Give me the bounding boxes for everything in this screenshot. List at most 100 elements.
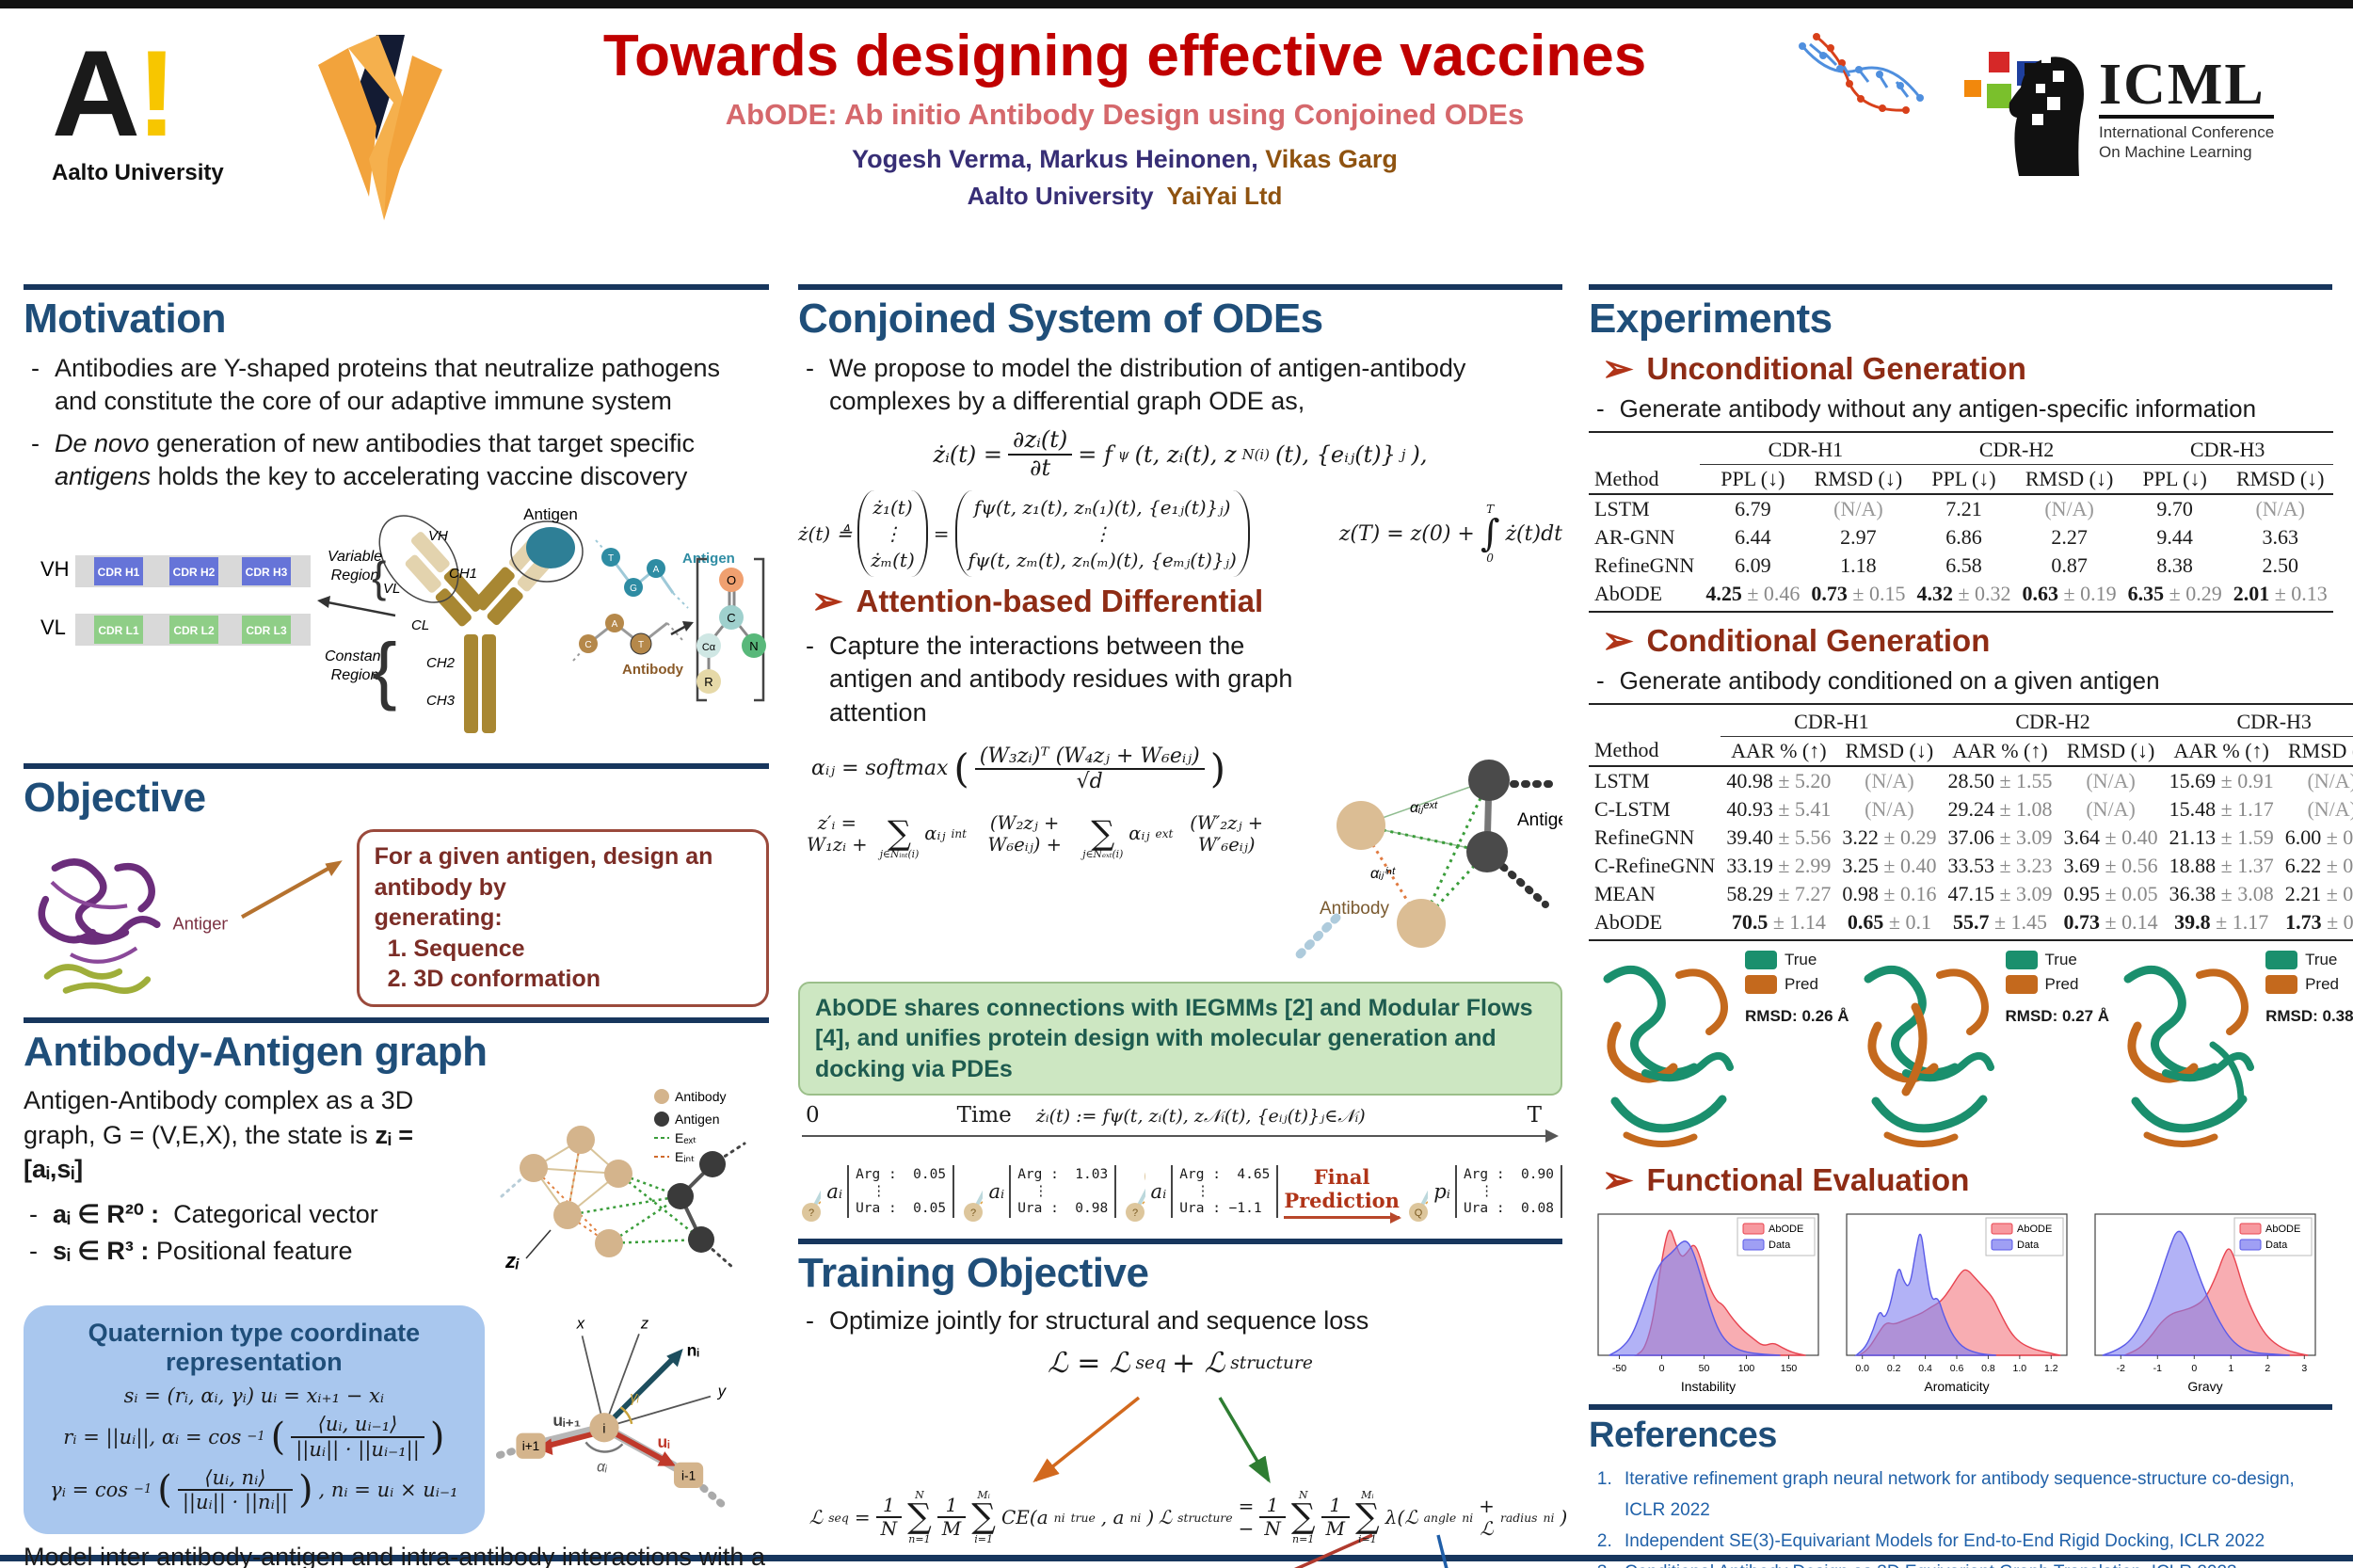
value-cell: 21.13 ± 1.59	[2169, 824, 2274, 849]
coordinate-frame-figure: x z y nᵢ uᵢ₊₁ uᵢ γᵢ αᵢ i+1	[495, 1315, 727, 1510]
aag-model-text: Model inter antibody-antigen and intra-a…	[24, 1542, 765, 1568]
poster-subtitle: AbODE: Ab initio Antibody Design using C…	[725, 98, 1525, 132]
value-cell: 29.24 ± 1.08	[1947, 796, 2053, 821]
conditional-results-table: CDR-H1 CDR-H2 CDR-H3 Method AAR % (↑) RMSD (↓…	[1589, 702, 2353, 941]
svg-text:{: {	[372, 628, 397, 712]
x-axis-label: Gravy	[2187, 1379, 2222, 1394]
aalto-logo: A! Aalto University	[52, 32, 224, 186]
state-graph-drawing: ?????	[964, 1174, 984, 1223]
table-row: AbODE 70.5 ± 1.14 0.65 ± 0.1 55.7 ± 1.45 0.7…	[1589, 907, 2353, 941]
icml-subtitle: International Conference On Machine Learn…	[2099, 123, 2275, 162]
kde-chart-instability: -50 0 50 100 150 Instability AbODE Data	[1597, 1212, 1819, 1394]
value-cell: 6.79	[1735, 496, 1771, 520]
method-cell: C-LSTM	[1594, 796, 1671, 821]
odes-bullet: - We propose to model the distribution of…	[806, 354, 1466, 416]
ode-equation-1: żᵢ(t) = ∂zᵢ(t) ∂t = f ψ (t, zᵢ(t), z N(i) (t)…	[933, 426, 1428, 481]
motivation-bullet-1: - Antibodies are Y-shaped proteins that n…	[31, 354, 721, 416]
aalto-mark: A!	[52, 32, 224, 154]
value-cell: 3.22 ± 0.29	[1842, 824, 1937, 849]
value-cell: (N/A)	[1865, 768, 1914, 792]
method-cell: C-RefineGNN	[1594, 853, 1716, 877]
state-vector: aᵢ Arg : 0.05 ⋮ Ura : 0.05	[826, 1164, 955, 1219]
training-bullet: - Optimize jointly for structural and seq…	[806, 1306, 1369, 1336]
rmsd-label: RMSD: 0.26 Å	[1745, 1006, 1849, 1025]
svg-text:C: C	[584, 640, 591, 650]
value-cell: 3.69 ± 0.56	[2063, 853, 2158, 877]
table-col-header: AAR % (↑)	[1942, 736, 2058, 767]
icml-title: ICML	[2099, 56, 2275, 120]
objective-arrow	[240, 860, 343, 920]
chart-legend: AbODE Data	[1737, 1217, 1816, 1256]
table-col-header: AAR % (↑)	[2163, 736, 2280, 767]
quaternion-eq-2: rᵢ = ||uᵢ||, αᵢ = cos −1(⟨uᵢ, uᵢ₋₁⟩ ||uᵢ||…	[63, 1413, 445, 1461]
method-cell: AR-GNN	[1594, 524, 1675, 549]
svg-text:uᵢ₊₁: uᵢ₊₁	[552, 1411, 581, 1430]
references-list: Iterative refinement graph neural networ…	[1617, 1464, 2332, 1568]
value-cell: 8.38	[2156, 552, 2193, 577]
protein-legend: True Pred RMSD: 0.26 Å	[1745, 950, 1849, 1025]
dna-icon	[1793, 27, 1934, 126]
value-cell: 6.00 ± 0.55	[2284, 824, 2353, 849]
value-cell: 0.98 ± 0.16	[1842, 881, 1937, 905]
svg-text:100: 100	[1738, 1363, 1755, 1374]
table-col-header: RMSD (↓)	[1836, 736, 1943, 767]
svg-text:0.6: 0.6	[1950, 1363, 1964, 1374]
table-row: MEAN 58.29 ± 7.27 0.98 ± 0.16 47.15 ± 3.09 0…	[1589, 880, 2353, 908]
svg-text:zᵢ: zᵢ	[504, 1249, 520, 1272]
yaiyai-logo-icon	[311, 27, 461, 230]
column-right: Experiments ➢ Unconditional Generation -G…	[1589, 280, 2353, 1568]
section-rule	[24, 284, 769, 290]
svg-text:CDR H1: CDR H1	[98, 566, 140, 579]
value-cell: 2.50	[2262, 552, 2298, 577]
svg-text:CL: CL	[411, 617, 429, 633]
table-row: C-LSTM 40.93 ± 5.41 (N/A) 29.24 ± 1.08 (N/A)…	[1589, 795, 2353, 824]
svg-text:VH: VH	[428, 528, 448, 544]
method-cell: RefineGNN	[1594, 824, 1695, 849]
table-group-header: CDR-H2	[1942, 702, 2164, 737]
svg-text:Antigen: Antigen	[523, 505, 578, 523]
quaternion-eq-1: sᵢ = (rᵢ, αᵢ, γᵢ) uᵢ = xᵢ₊₁ − xᵢ	[123, 1384, 385, 1408]
svg-text:Region: Region	[331, 667, 379, 683]
svg-text:Variable: Variable	[328, 549, 382, 565]
timeline-label: Time	[956, 1103, 1012, 1128]
alpha-equation: αᵢⱼ = softmax((W₃zᵢ)ᵀ (W₄zⱼ + W₆eᵢⱼ) √d)	[811, 744, 1226, 793]
svg-text:z: z	[640, 1315, 649, 1333]
experiments-heading: Experiments	[1589, 296, 1833, 342]
svg-text:uᵢ: uᵢ	[657, 1433, 670, 1452]
protein-ribbon-drawing	[1864, 965, 1994, 1147]
svg-text:CH2: CH2	[426, 655, 456, 671]
chart-legend: AbODE Data	[2233, 1217, 2313, 1256]
value-cell: 6.22 ± 0.59	[2284, 853, 2353, 877]
value-cell: 58.29 ± 7.27	[1726, 881, 1832, 905]
svg-text:?: ?	[808, 1208, 814, 1219]
objective-goal-box: For a given antigen, design an antibody …	[356, 829, 769, 1007]
icml-head-icon	[1964, 52, 2084, 176]
aag-heading: Antibody-Antigen graph	[24, 1029, 488, 1076]
svg-text:-2: -2	[2117, 1363, 2125, 1374]
unconditional-bullet: - Generate antibody without any antigen-s…	[1596, 394, 2257, 423]
svg-text:?: ?	[1132, 1208, 1138, 1219]
svg-text:i-1: i-1	[681, 1469, 696, 1483]
svg-text:αᵢⱼᵉˣᵗ: αᵢⱼᵉˣᵗ	[1410, 800, 1437, 816]
author-names-main: Yogesh Verma, Markus Heinonen,	[852, 145, 1258, 174]
svg-text:Eₑₓₜ: Eₑₓₜ	[675, 1130, 696, 1145]
protein-ribbon-drawing	[1603, 965, 1734, 1147]
aag-bullet-2: - sᵢ ∈ R³ : Positional feature	[29, 1236, 353, 1265]
value-cell: 15.48 ± 1.17	[2169, 796, 2274, 821]
aag-row2: Quaternion type coordinate representatio…	[24, 1305, 769, 1534]
poster-title: Towards designing effective vaccines	[602, 24, 1647, 88]
antigen-ribbon-drawing: Antigen	[38, 858, 228, 995]
state-vector: pᵢ Arg : 0.90 ⋮ Ura : 0.08	[1433, 1164, 1562, 1219]
value-cell: 0.65 ± 0.1	[1836, 907, 1943, 941]
value-cell: 6.58	[1945, 552, 1982, 577]
kde-chart-aromaticity: 0.0 0.2 0.4 0.6 0.8 1.0 1.2 Aromaticity AbODE Dat…	[1846, 1212, 2068, 1394]
header: A! Aalto University Towards designing ef…	[0, 8, 2353, 281]
svg-text:AbODE: AbODE	[1769, 1224, 1803, 1235]
functional-subheading: ➢ Functional Evaluation	[1602, 1159, 1970, 1201]
objective-heading: Objective	[24, 775, 206, 822]
svg-text:0: 0	[2191, 1363, 2197, 1374]
